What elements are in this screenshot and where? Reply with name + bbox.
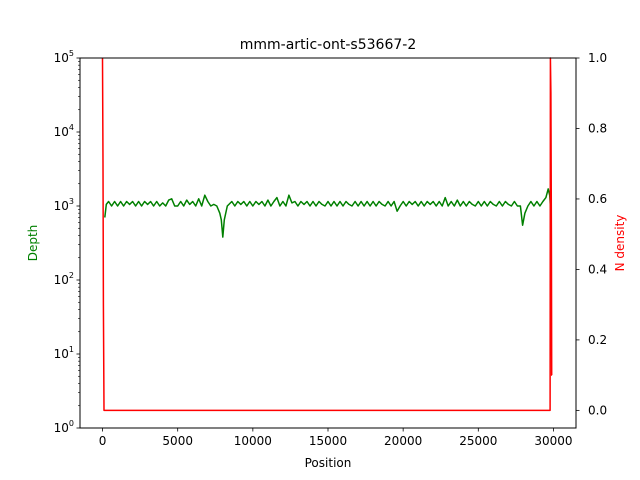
right-tick-label: 0.6 (588, 192, 607, 206)
left-tick-label: 102 (54, 271, 74, 287)
plot-area (79, 57, 577, 429)
right-tick-label: 1.0 (588, 51, 607, 65)
x-tick-label: 30000 (534, 434, 572, 448)
chart-title: mmm-artic-ont-s53667-2 (240, 37, 416, 53)
x-tick-label: 20000 (384, 434, 422, 448)
left-y-axis-label: Depth (26, 225, 40, 262)
right-y-axis: 0.0 0.2 0.4 0.6 0.8 1.0 (576, 51, 607, 417)
right-tick-label: 0.4 (588, 262, 607, 276)
plot-frame (79, 57, 577, 429)
left-tick-label: 105 (54, 49, 74, 65)
right-y-axis-label: N density (613, 215, 627, 272)
x-tick-label: 15000 (309, 434, 347, 448)
x-tick-label: 25000 (459, 434, 497, 448)
left-y-axis: 100 101 102 103 104 105 (54, 49, 80, 435)
x-tick-label: 5000 (162, 434, 193, 448)
x-axis-label: Position (305, 456, 352, 470)
series-line-right (101, 57, 553, 412)
right-tick-label: 0.0 (588, 403, 607, 417)
right-tick-label: 0.2 (588, 333, 607, 347)
left-tick-label: 101 (54, 345, 74, 361)
x-axis: 0 5000 10000 15000 20000 25000 30000 (99, 428, 573, 448)
series-line-left (104, 188, 552, 238)
left-tick-label: 104 (54, 123, 74, 139)
series-layer (101, 57, 553, 412)
left-tick-label: 103 (54, 197, 74, 213)
left-tick-label: 100 (54, 419, 74, 435)
x-tick-label: 0 (99, 434, 107, 448)
right-tick-label: 0.8 (588, 121, 607, 135)
x-tick-label: 10000 (234, 434, 272, 448)
